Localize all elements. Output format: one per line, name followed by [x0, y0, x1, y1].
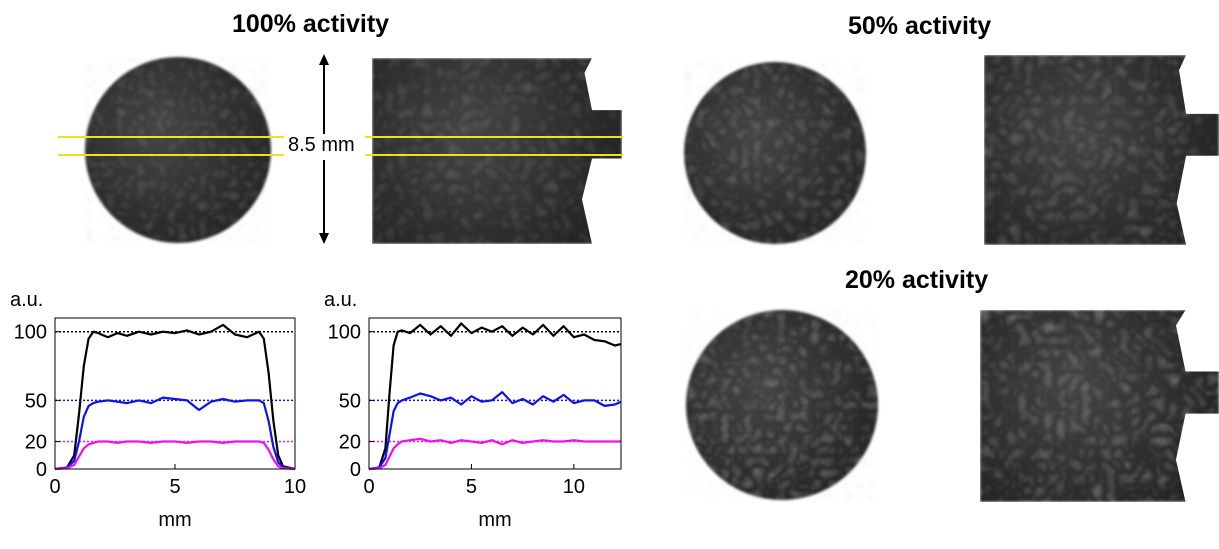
series-line-2	[368, 391, 622, 471]
profile-line-upper-right	[365, 136, 623, 138]
y-tick-label-100: 100	[328, 322, 361, 344]
y-tick-label-20: 20	[25, 432, 47, 454]
phantom-rod-100	[372, 58, 622, 244]
series-line-3	[368, 437, 621, 471]
profile-line-upper-left	[58, 136, 284, 138]
x-tick-label-0: 0	[49, 476, 60, 498]
x-axis-label: mm	[158, 509, 191, 531]
title-100-activity: 100% activity	[232, 10, 390, 38]
phantom-disk-100	[85, 57, 271, 243]
x-tick-label-0: 0	[363, 476, 374, 498]
title-20-activity: 20% activity	[845, 266, 989, 294]
title-50-activity: 50% activity	[848, 12, 992, 40]
y-tick-label-0: 0	[350, 459, 361, 481]
phantom-rod-50	[984, 55, 1219, 245]
phantom-disk-50	[684, 62, 866, 244]
x-axis-label: mm	[478, 509, 511, 531]
series-line-1	[368, 322, 622, 471]
series-line-1	[54, 323, 296, 471]
plot-frame	[368, 317, 622, 470]
series-line-3	[54, 440, 296, 471]
x-tick-label-5: 5	[466, 476, 477, 498]
y-tick-label-50: 50	[339, 390, 361, 412]
plot-frame	[54, 317, 296, 470]
y-axis-label: a.u.	[324, 289, 357, 311]
measurement-label: 8.5 mm	[286, 134, 357, 157]
phantom-rod-20	[980, 310, 1219, 502]
y-tick-label-100: 100	[14, 322, 47, 344]
profile-line-lower-left	[58, 154, 284, 156]
x-tick-label-10: 10	[563, 476, 585, 498]
phantom-disk-20	[686, 310, 878, 502]
series-line-2	[54, 396, 296, 471]
profile-line-lower-right	[365, 154, 623, 156]
y-tick-label-20: 20	[339, 432, 361, 454]
y-axis-label: a.u.	[10, 289, 43, 311]
measurement-arrow	[319, 54, 329, 244]
x-tick-label-5: 5	[169, 476, 180, 498]
x-tick-label-10: 10	[284, 476, 306, 498]
y-tick-label-50: 50	[25, 390, 47, 412]
y-tick-label-0: 0	[36, 459, 47, 481]
